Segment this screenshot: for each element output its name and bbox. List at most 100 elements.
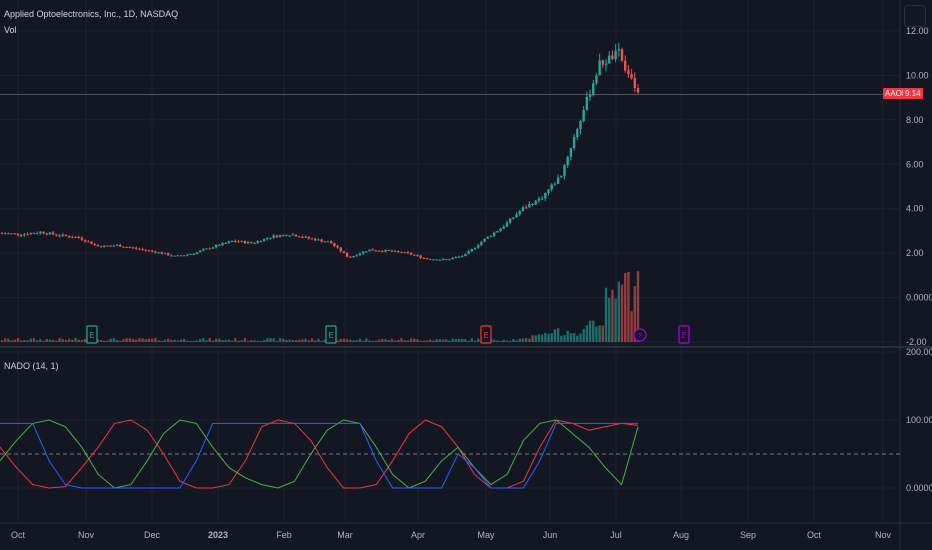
volume-bar — [617, 281, 621, 342]
candle-body — [13, 233, 16, 235]
candle-body — [451, 257, 454, 260]
chart-settings-button[interactable] — [904, 5, 926, 27]
volume-bar — [614, 298, 617, 342]
candle-body — [291, 234, 295, 236]
time-tick-label: Jul — [610, 530, 622, 540]
candle-body — [480, 241, 483, 246]
candle-body — [272, 235, 275, 238]
volume-bar — [77, 339, 80, 342]
candle-body — [345, 252, 349, 257]
volume-bar — [13, 339, 16, 342]
candle-body — [282, 234, 285, 236]
candle-body — [598, 60, 601, 76]
candle-body — [333, 243, 336, 247]
candle-body — [195, 252, 199, 254]
candle-body — [608, 55, 611, 64]
volume-bar — [425, 340, 429, 342]
candle-body — [179, 255, 183, 257]
candle-body — [35, 233, 39, 235]
candle-body — [7, 233, 10, 235]
volume-bar — [630, 311, 633, 342]
volume-bar — [0, 340, 4, 342]
candle-body — [326, 241, 330, 243]
volume-bar — [608, 297, 611, 342]
candle-body — [77, 236, 80, 238]
candle-body — [483, 238, 486, 242]
volume-bar — [524, 338, 528, 342]
price-tick-label: 10.00 — [906, 70, 929, 80]
volume-bar — [365, 338, 368, 342]
dividend-icon — [633, 328, 647, 342]
candle-body — [355, 255, 358, 257]
volume-bar — [141, 338, 144, 342]
candle-body — [166, 253, 170, 256]
volume-bar — [537, 334, 541, 342]
candle-body — [214, 244, 218, 248]
candle-body — [566, 156, 569, 166]
volume-bar — [374, 340, 378, 342]
candle-body — [42, 231, 45, 234]
candle-body — [189, 254, 192, 256]
volume-bar — [361, 340, 365, 342]
volume-bar — [403, 340, 406, 342]
price-tick-label: 8.00 — [906, 115, 924, 125]
volume-bar — [163, 339, 167, 342]
volume-bar — [547, 333, 550, 342]
volume-bar — [259, 340, 263, 342]
volume-bar — [115, 339, 119, 342]
volume-bar — [435, 339, 438, 342]
candle-body — [125, 247, 128, 249]
candle-body — [96, 244, 100, 247]
nado-indicator-label[interactable]: NADO (14, 1) — [4, 361, 59, 371]
price-tick-label: 0.0000 — [906, 293, 932, 303]
symbol-title[interactable]: Applied Optoelectronics, Inc., 1D, NASDA… — [4, 9, 179, 19]
candle-body — [61, 234, 64, 236]
candle-body — [406, 252, 410, 254]
candle-body — [71, 237, 74, 239]
candle-body — [288, 235, 291, 237]
candle-body — [518, 211, 521, 215]
candle-body — [515, 214, 518, 218]
earnings-icon — [678, 325, 690, 344]
volume-bar — [377, 339, 381, 342]
candle-body — [393, 250, 397, 252]
volume-bar — [381, 338, 384, 342]
volume-bar — [256, 340, 259, 342]
volume-bar — [240, 340, 243, 342]
earnings-icon — [86, 325, 98, 344]
time-tick-label: Aug — [673, 530, 689, 540]
osc-tick-label: 200.00 — [906, 347, 932, 357]
candle-body — [534, 200, 537, 205]
volume-bar — [553, 329, 557, 342]
candle-body — [499, 228, 502, 231]
volume-bar — [144, 339, 148, 342]
volume-bar — [349, 339, 352, 342]
price-tick-label: 4.00 — [906, 204, 924, 214]
candle-body — [58, 235, 61, 237]
volume-bar — [518, 338, 521, 342]
volume-bar — [189, 340, 192, 342]
volume-bar — [214, 338, 218, 342]
candle-body — [627, 70, 630, 75]
volume-bar — [588, 320, 592, 342]
candle-body — [537, 198, 541, 201]
candle-body — [106, 245, 109, 247]
candle-body — [489, 235, 493, 237]
candle-body — [601, 60, 605, 65]
candle-body — [186, 254, 189, 256]
time-tick-label: Jun — [543, 530, 558, 540]
volume-bar — [112, 338, 116, 342]
candle-body — [275, 235, 279, 238]
candle-body — [230, 241, 234, 243]
volume-label[interactable]: Vol — [4, 25, 17, 35]
candle-body — [99, 246, 103, 248]
candle-body — [595, 75, 598, 84]
volume-bar — [560, 335, 563, 342]
earnings-label: E — [328, 331, 333, 340]
volume-bar — [393, 340, 397, 342]
volume-bar — [544, 332, 547, 342]
volume-bar — [627, 271, 630, 342]
candle-body — [135, 247, 138, 249]
candle-body — [176, 255, 179, 257]
